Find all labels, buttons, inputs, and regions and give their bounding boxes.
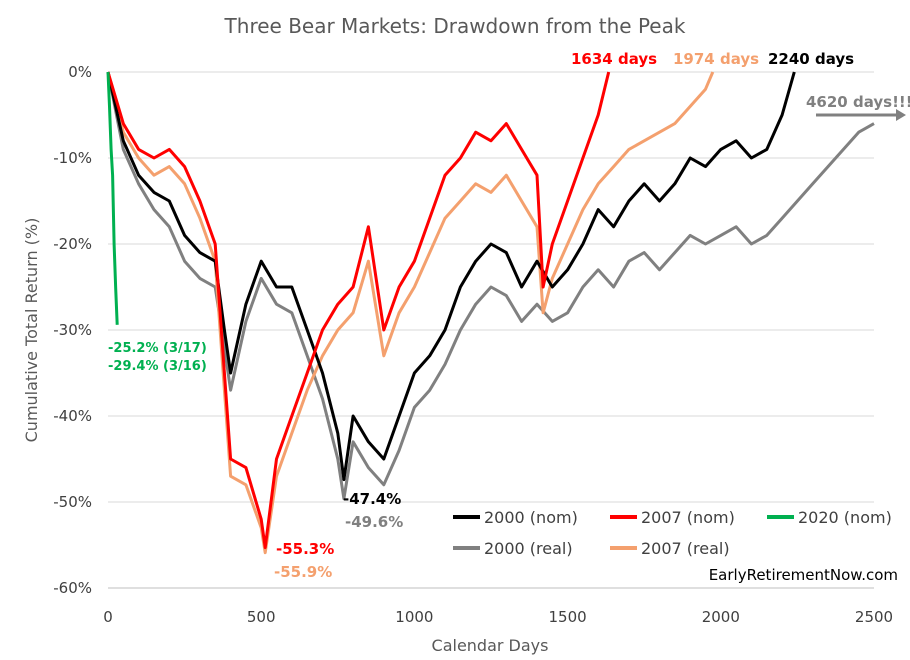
legend-label-2020-nom: 2020 (nom) [798,508,892,527]
y-axis-title: Cumulative Total Return (%) [22,218,41,443]
series-line-2007-nom [106,71,611,550]
legend-label-2000-nom: 2000 (nom) [484,508,578,527]
x-tick-label: 2500 [855,608,893,626]
x-tick-label: 1000 [395,608,433,626]
y-axis-ticks: 0% -10% -20% -30% -40% -50% -60% [53,63,92,597]
series-line-2020-nom [106,71,119,325]
x-axis-title: Calendar Days [432,636,549,655]
series-line-2000-real [106,71,875,501]
x-tick-label: 0 [103,608,113,626]
y-tick-label: -40% [53,407,92,425]
annotation-2000-real-trough: -49.6% [345,513,403,531]
annotation-2007-real-recovery: 1974 days [673,50,759,68]
series-layer [106,71,875,555]
chart-title: Three Bear Markets: Drawdown from the Pe… [224,14,686,38]
legend-label-2007-real: 2007 (real) [641,539,730,558]
x-axis-ticks: 0 500 1000 1500 2000 2500 [103,608,893,626]
legend-label-2007-nom: 2007 (nom) [641,508,735,527]
annotation-2000-nom-recovery: 2240 days [768,50,854,68]
series-line-2000-nom [106,71,796,482]
y-tick-label: 0% [68,63,92,81]
source-label: EarlyRetirementNow.com [709,566,898,584]
annotation-2020-low-2: -29.4% (3/16) [108,359,207,374]
x-tick-label: 500 [247,608,276,626]
annotation-2000-real-recovery: 4620 days!!! [806,93,910,111]
y-tick-label: -20% [53,235,92,253]
y-tick-label: -30% [53,321,92,339]
x-tick-label: 1500 [549,608,587,626]
arrow-icon [816,109,906,121]
annotation-2007-nom-trough: -55.3% [276,540,334,558]
annotation-2000-nom-trough: -47.4% [343,490,401,508]
x-tick-label: 2000 [702,608,740,626]
y-tick-label: -50% [53,493,92,511]
legend: 2000 (nom) 2007 (nom) 2020 (nom) 2000 (r… [453,508,892,558]
y-tick-label: -10% [53,149,92,167]
legend-label-2000-real: 2000 (real) [484,539,573,558]
annotation-2020-low-1: -25.2% (3/17) [108,341,207,356]
y-tick-label: -60% [53,579,92,597]
annotation-2007-real-trough: -55.9% [274,563,332,581]
annotation-2007-nom-recovery: 1634 days [571,50,657,68]
